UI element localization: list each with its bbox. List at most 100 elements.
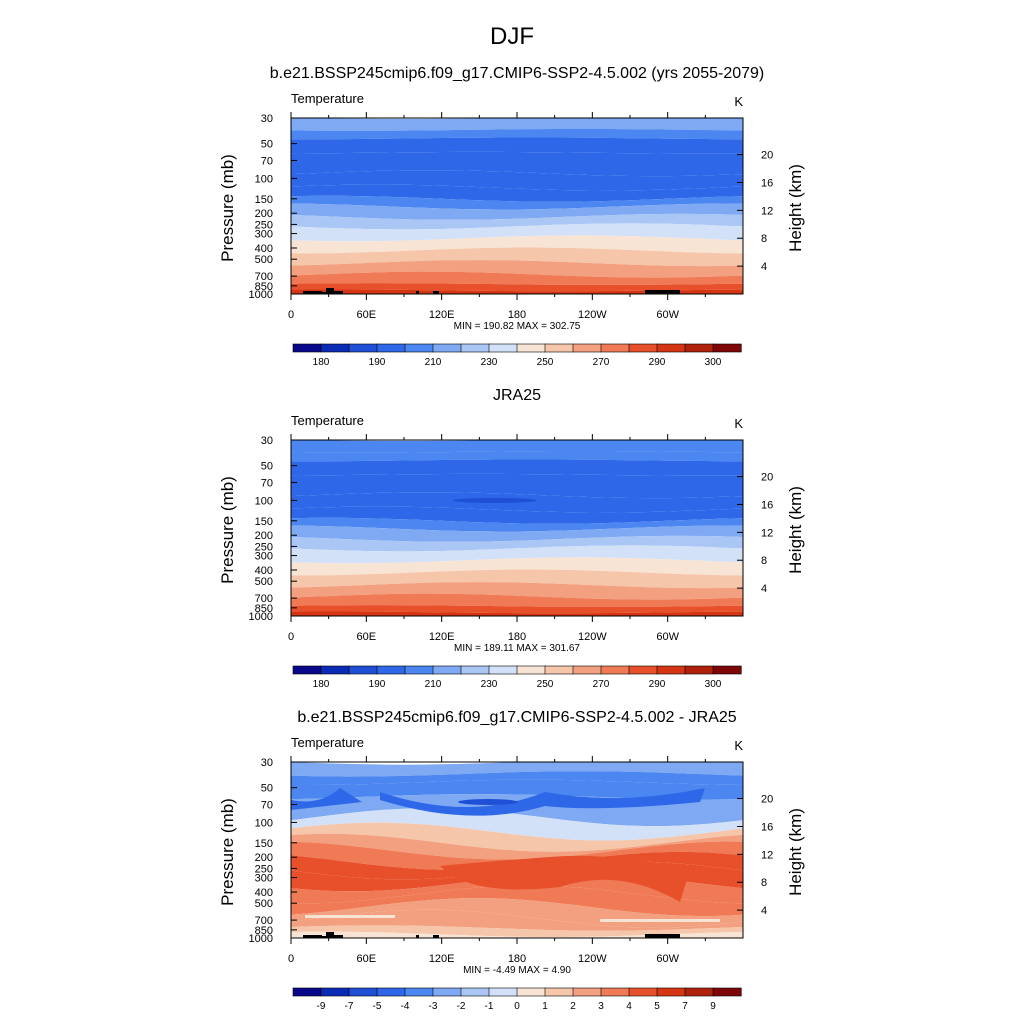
topography xyxy=(326,932,334,938)
y-tick-label: 700 xyxy=(255,271,273,283)
contour-layer xyxy=(291,203,743,220)
colorbar-label: 190 xyxy=(369,357,386,368)
colorbar-swatch xyxy=(432,987,462,997)
colorbar-swatch xyxy=(656,665,686,675)
contour-layer xyxy=(291,605,743,614)
colorbar-swatch xyxy=(684,665,714,675)
y-tick-label: 300 xyxy=(255,229,273,241)
colorbar-swatch xyxy=(376,343,406,353)
diff-warm xyxy=(440,855,690,902)
contour-layer xyxy=(291,525,743,542)
min-max-stats: MIN = -4.49 MAX = 4.90 xyxy=(463,965,571,976)
panel-units: K xyxy=(734,738,743,753)
colorbar-swatch xyxy=(712,343,742,353)
contour-layer xyxy=(291,909,743,931)
x-tick-label: 0 xyxy=(288,953,294,965)
contour-layer xyxy=(291,582,743,600)
x-tick-label: 180 xyxy=(508,631,526,643)
y-tick-label: 70 xyxy=(261,156,273,168)
colorbar-swatch xyxy=(684,987,714,997)
contour-layer xyxy=(291,593,743,607)
colorbar-swatch xyxy=(292,665,322,675)
colorbar: 180 190 210 230 250 270 290 300 xyxy=(292,343,742,368)
x-tick-label: 0 xyxy=(288,309,294,321)
diff-min xyxy=(458,799,518,805)
x-tick-label: 120E xyxy=(429,631,455,643)
colorbar-swatch xyxy=(460,343,490,353)
y-right-axis-label: Height (km) xyxy=(786,164,805,252)
y-tick-label: 1000 xyxy=(249,611,273,623)
cold-core xyxy=(453,497,537,503)
contour-layer xyxy=(291,535,743,552)
colorbar-swatch xyxy=(516,343,546,353)
y-tick-label: 70 xyxy=(261,800,273,812)
colorbar-label: 210 xyxy=(425,679,442,690)
colorbar-swatch xyxy=(376,987,406,997)
contour-fills xyxy=(291,118,743,294)
topography xyxy=(334,935,343,938)
colorbar-label: 190 xyxy=(369,679,386,690)
colorbar-swatch xyxy=(516,665,546,675)
colorbar-label: 5 xyxy=(654,1001,660,1012)
contour-layer xyxy=(291,195,743,210)
colorbar-swatch xyxy=(656,987,686,997)
topography xyxy=(303,291,322,294)
colorbar-label: 230 xyxy=(481,357,498,368)
y-right-tick-label: 4 xyxy=(761,583,767,595)
x-tick-label: 180 xyxy=(508,953,526,965)
colorbar-label: 230 xyxy=(481,679,498,690)
colorbar-swatch xyxy=(320,343,350,353)
y-tick-label: 850 xyxy=(255,603,273,615)
colorbar-swatch xyxy=(320,665,350,675)
y-tick-label: 300 xyxy=(255,873,273,885)
colorbar-label: 2 xyxy=(570,1001,576,1012)
colorbar-swatch xyxy=(488,343,518,353)
y-tick-label: 1000 xyxy=(249,289,273,301)
colorbar-swatch xyxy=(656,343,686,353)
y-right-tick-label: 4 xyxy=(761,905,767,917)
x-tick-label: 60E xyxy=(357,631,377,643)
contour-layer xyxy=(291,473,743,499)
contour-layer xyxy=(291,260,743,278)
colorbar-swatch xyxy=(348,343,378,353)
colorbar-swatch xyxy=(432,665,462,675)
colorbar-label: -2 xyxy=(457,1001,466,1012)
contour-layer xyxy=(291,545,743,564)
contour-layer xyxy=(291,283,743,292)
contour-layer xyxy=(291,931,743,938)
panel-left-label: Temperature xyxy=(291,735,364,750)
colorbar-swatch xyxy=(600,665,630,675)
colorbar-swatch xyxy=(460,665,490,675)
colorbar: 180 190 210 230 250 270 290 300 xyxy=(292,665,742,690)
colorbar-label: 210 xyxy=(425,357,442,368)
y-tick-label: 50 xyxy=(261,461,273,473)
contour-layer xyxy=(291,506,743,524)
y-tick-label: 250 xyxy=(255,863,273,875)
panel-left-label: Temperature xyxy=(291,413,364,428)
y-right-tick-label: 16 xyxy=(761,821,773,833)
colorbar-label: -4 xyxy=(401,1001,410,1012)
y-tick-label: 850 xyxy=(255,925,273,937)
x-tick-label: 60W xyxy=(656,309,679,321)
topography xyxy=(416,935,419,938)
topography xyxy=(645,290,680,294)
y-tick-label: 1000 xyxy=(249,933,273,945)
contour-layer xyxy=(291,137,743,154)
panel-title: b.e21.BSSP245cmip6.f09_g17.CMIP6-SSP2-4.… xyxy=(270,65,765,82)
colorbar-label: 290 xyxy=(649,679,666,690)
y-tick-label: 300 xyxy=(255,551,273,563)
colorbar-swatch xyxy=(628,343,658,353)
panel-title: b.e21.BSSP245cmip6.f09_g17.CMIP6-SSP2-4.… xyxy=(297,709,736,726)
colorbar-swatch xyxy=(516,987,546,997)
contour-layer xyxy=(291,289,743,294)
colorbar-swatch xyxy=(600,343,630,353)
y-right-tick-label: 8 xyxy=(761,233,767,245)
min-max-stats: MIN = 189.11 MAX = 301.67 xyxy=(454,643,580,654)
topography xyxy=(334,291,343,294)
diff-blob-2 xyxy=(380,788,705,816)
colorbar-swatch xyxy=(432,343,462,353)
contour-layer xyxy=(291,151,743,177)
y-axis-label: Pressure (mb) xyxy=(218,476,237,584)
colorbar-swatch xyxy=(544,343,574,353)
